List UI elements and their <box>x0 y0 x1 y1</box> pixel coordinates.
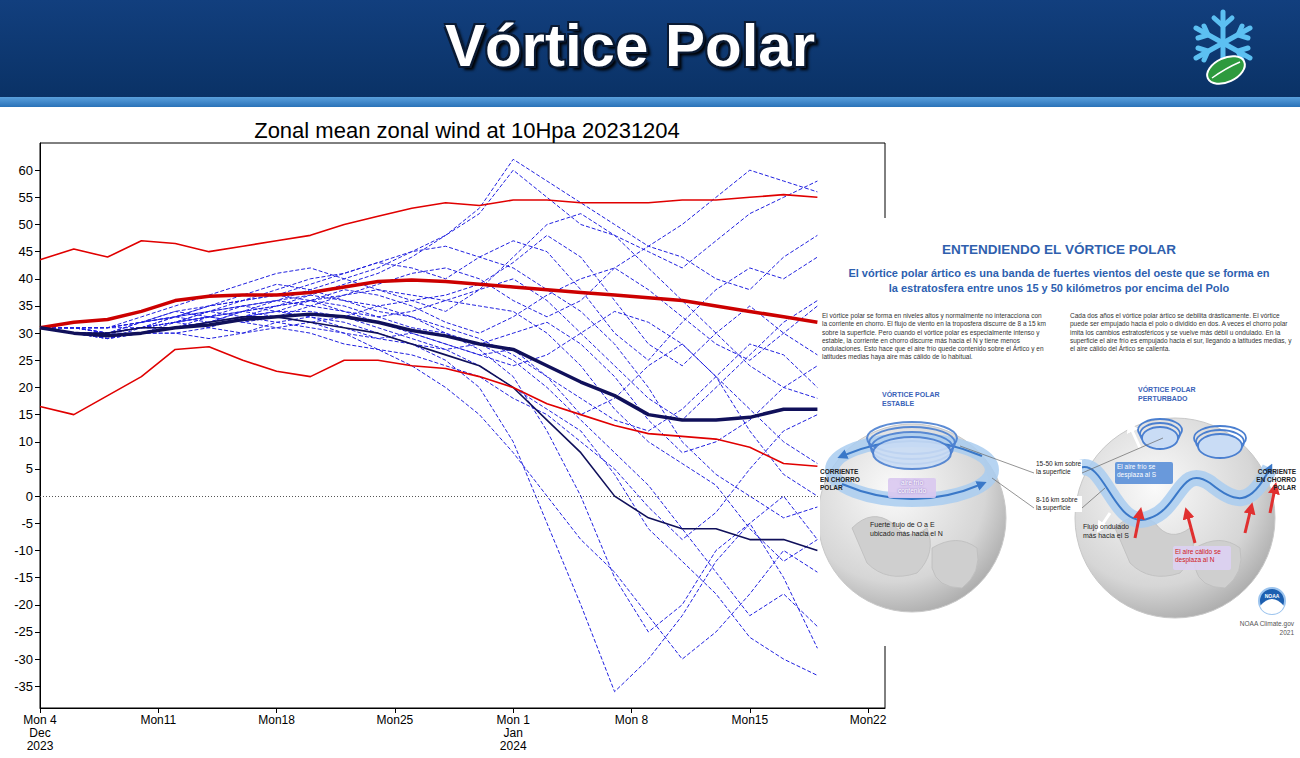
svg-text:55: 55 <box>19 190 33 205</box>
svg-text:Jan: Jan <box>504 726 523 740</box>
svg-text:15: 15 <box>19 407 33 422</box>
svg-text:Mon15: Mon15 <box>731 713 768 727</box>
html-text:VÓRTICE POLAR PERTURBADO: VÓRTICE POLAR PERTURBADO <box>1138 386 1196 402</box>
svg-text:60: 60 <box>19 163 33 178</box>
html-text:Fuerte flujo de O a E ubicado: Fuerte flujo de O a E ubicado más hacia … <box>870 521 943 537</box>
html-text:El aire cálido se desplaza al: El aire cálido se desplaza al N <box>1175 548 1221 563</box>
html-text:2021: 2021 <box>1279 629 1294 636</box>
svg-text:2024: 2024 <box>500 739 527 753</box>
svg-text:2023: 2023 <box>27 739 54 753</box>
svg-text:-30: -30 <box>14 652 33 667</box>
svg-text:Dec: Dec <box>29 726 50 740</box>
svg-text:-20: -20 <box>14 597 33 612</box>
html-text:CORRIENTE EN CHORRO POLAR: CORRIENTE EN CHORRO POLAR <box>1256 468 1296 491</box>
svg-text:Mon25: Mon25 <box>377 713 414 727</box>
svg-text:20: 20 <box>19 380 33 395</box>
svg-text:40: 40 <box>19 271 33 286</box>
svg-text:Mon18: Mon18 <box>258 713 295 727</box>
html-text:El vórtice polar ártico es una: El vórtice polar ártico es una banda de … <box>848 267 1270 294</box>
svg-text:Mon 1: Mon 1 <box>497 713 531 727</box>
html-text:NOAA Climate.gov: NOAA Climate.gov <box>1239 620 1294 627</box>
svg-text:10: 10 <box>19 434 33 449</box>
svg-text:50: 50 <box>19 217 33 232</box>
svg-text:35: 35 <box>19 298 33 313</box>
html-text:NOAA: NOAA <box>1264 593 1280 599</box>
svg-text:-35: -35 <box>14 679 33 694</box>
html-text:El aire frío se desplaza al S: El aire frío se desplaza al S <box>1117 463 1156 478</box>
html-text:Cada dos años el vórtice polar: Cada dos años el vórtice polar ártico se… <box>1070 312 1292 353</box>
svg-text:30: 30 <box>19 326 33 341</box>
svg-text:Zonal mean zonal wind at 10Hpa: Zonal mean zonal wind at 10Hpa 20231204 <box>254 118 680 143</box>
html-text:ENTENDIENDO EL VÓRTICE POLAR: ENTENDIENDO EL VÓRTICE POLAR <box>942 242 1176 257</box>
html-text:Flujo ondulado más hacia el S: Flujo ondulado más hacia el S <box>1083 523 1129 539</box>
svg-text:-15: -15 <box>14 570 33 585</box>
svg-text:Mon 8: Mon 8 <box>615 713 649 727</box>
svg-text:25: 25 <box>19 353 33 368</box>
svg-text:-25: -25 <box>14 624 33 639</box>
html-text:Vórtice Polar: Vórtice Polar <box>444 12 816 79</box>
html-text:VÓRTICE POLAR ESTABLE: VÓRTICE POLAR ESTABLE <box>882 391 940 407</box>
svg-text:-5: -5 <box>21 516 33 531</box>
svg-text:Mon22: Mon22 <box>850 713 887 727</box>
svg-text:Mon 4: Mon 4 <box>23 713 57 727</box>
html-text:El vórtice polar se forma en n: El vórtice polar se forma en niveles alt… <box>822 312 1046 361</box>
svg-text:0: 0 <box>26 489 33 504</box>
html-text:15-50 km sobre la superficie: 15-50 km sobre la superficie <box>1036 460 1082 475</box>
svg-text:Mon11: Mon11 <box>140 713 176 727</box>
html-text:CORRIENTE EN CHORRO POLAR: CORRIENTE EN CHORRO POLAR <box>820 468 860 491</box>
svg-text:-10: -10 <box>14 543 33 558</box>
html-text:aire frío contenido: aire frío contenido <box>897 479 927 494</box>
svg-text:45: 45 <box>19 244 33 259</box>
svg-text:5: 5 <box>26 461 33 476</box>
html-text:8-16 km sobre la superficie: 8-16 km sobre la superficie <box>1036 496 1078 511</box>
